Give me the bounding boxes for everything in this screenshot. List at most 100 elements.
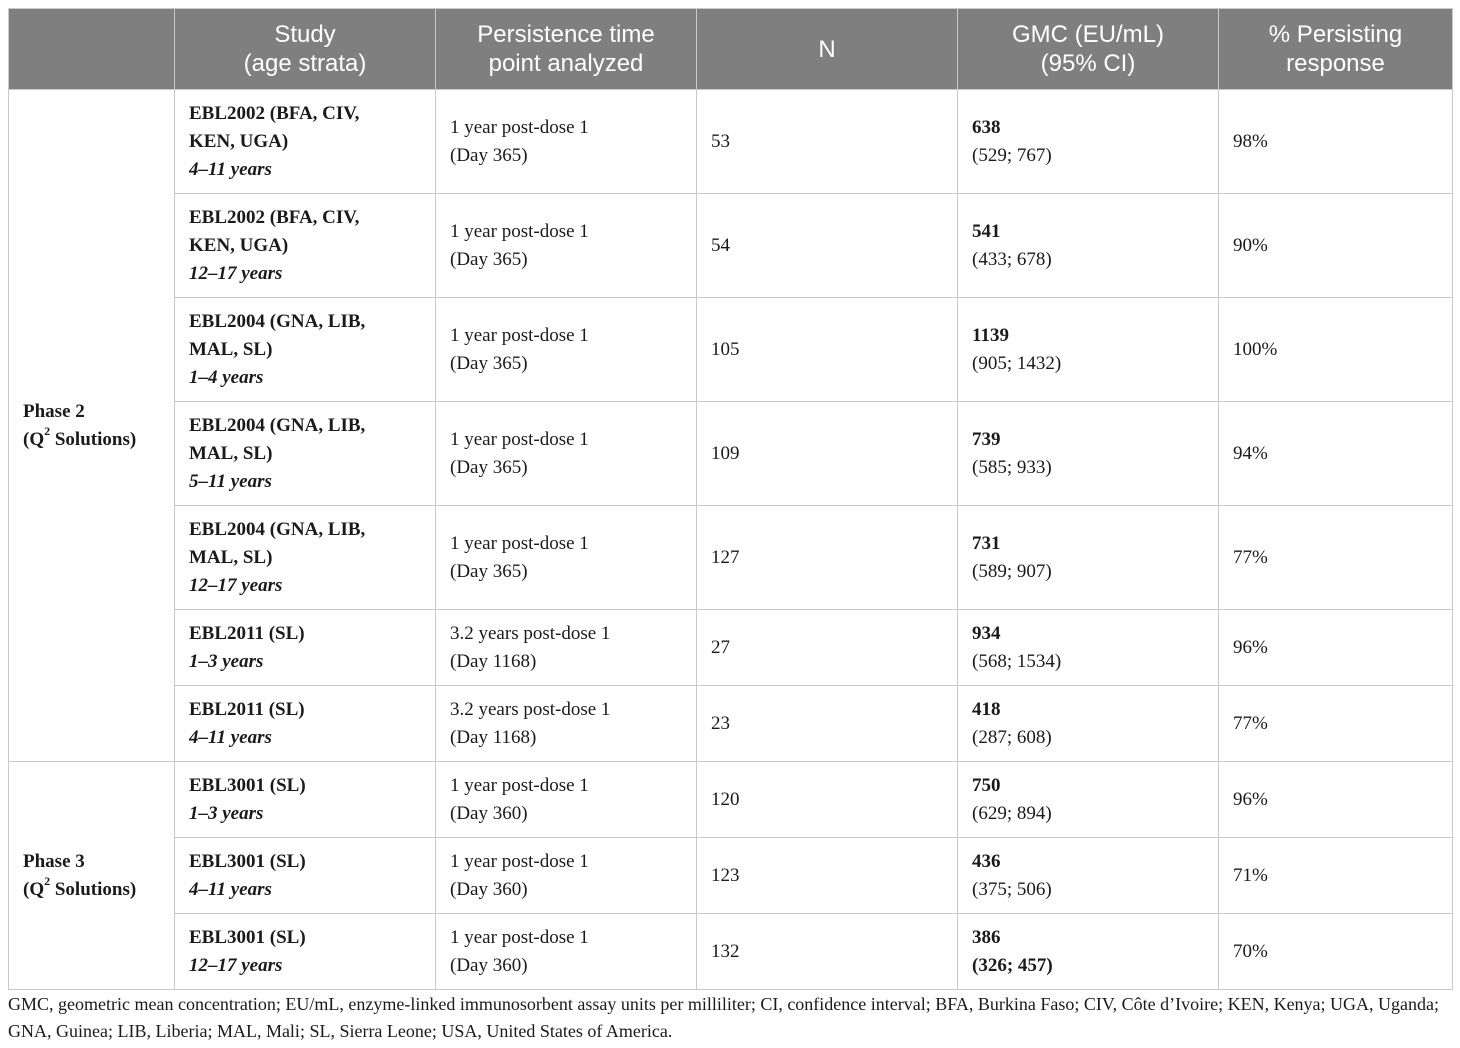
table-row: EBL2004 (GNA, LIB, MAL, SL) 1–4 years 1 ye… [9, 297, 1453, 402]
age-strata: 5–11 years [189, 470, 272, 492]
gmc-ci: (326; 457) [972, 954, 1053, 976]
header-timepoint-line2: point analyzed [488, 50, 644, 77]
table-row: EBL2011 (SL) 4–11 years 3.2 years post-do… [9, 685, 1453, 762]
phase-cell-phase2: Phase 2 (Q2 Solutions) [8, 89, 175, 762]
n-cell: 132 [696, 913, 958, 990]
timepoint-cell: 3.2 years post-dose 1 (Day 1168) [435, 685, 697, 762]
gmc-value: 638 [972, 116, 1001, 138]
phase-lab-sup: 2 [44, 424, 51, 439]
timepoint-day: (Day 365) [450, 456, 528, 478]
gmc-value: 934 [972, 622, 1001, 644]
timepoint-cell: 1 year post-dose 1 (Day 360) [435, 913, 697, 990]
gmc-value: 731 [972, 532, 1001, 554]
phase-lab-prefix: (Q [23, 878, 45, 900]
timepoint-cell: 1 year post-dose 1 (Day 365) [435, 401, 697, 506]
timepoint-cell: 1 year post-dose 1 (Day 360) [435, 837, 697, 914]
timepoint-cell: 1 year post-dose 1 (Day 365) [435, 505, 697, 610]
n-cell: 120 [696, 761, 958, 838]
age-strata: 1–3 years [189, 650, 264, 672]
header-study-line1: Study [274, 21, 336, 48]
n-cell: 27 [696, 609, 958, 686]
gmc-cell: 541 (433; 678) [957, 193, 1219, 298]
study-name: MAL, SL) [189, 338, 273, 360]
timepoint-day: (Day 365) [450, 144, 528, 166]
study-cell: EBL3001 (SL) 12–17 years [174, 913, 436, 990]
gmc-cell: 386 (326; 457) [957, 913, 1219, 990]
timepoint: 1 year post-dose 1 [450, 532, 589, 554]
timepoint: 3.2 years post-dose 1 [450, 698, 611, 720]
study-name: EBL2011 (SL) [189, 622, 305, 644]
study-name: MAL, SL) [189, 546, 273, 568]
header-persisting: % Persisting response [1218, 8, 1453, 90]
timepoint: 1 year post-dose 1 [450, 428, 589, 450]
data-table-container: Study (age strata) Persistence time poin… [8, 8, 1453, 990]
table-row: EBL2004 (GNA, LIB, MAL, SL) 12–17 years 1 … [9, 505, 1453, 610]
gmc-value: 541 [972, 220, 1001, 242]
timepoint: 1 year post-dose 1 [450, 116, 589, 138]
gmc-value: 739 [972, 428, 1001, 450]
gmc-value: 1139 [972, 324, 1009, 346]
n-cell: 54 [696, 193, 958, 298]
gmc-cell: 418 (287; 608) [957, 685, 1219, 762]
table-row: EBL3001 (SL) 4–11 years 1 year post-dose … [9, 837, 1453, 914]
gmc-ci: (905; 1432) [972, 352, 1062, 374]
gmc-value: 750 [972, 774, 1001, 796]
header-row: Study (age strata) Persistence time poin… [8, 8, 1453, 90]
study-cell: EBL2011 (SL) 4–11 years [174, 685, 436, 762]
study-cell: EBL2011 (SL) 1–3 years [174, 609, 436, 686]
study-cell: EBL3001 (SL) 1–3 years [174, 761, 436, 838]
n-cell: 127 [696, 505, 958, 610]
gmc-ci: (375; 506) [972, 878, 1052, 900]
study-name: EBL2004 (GNA, LIB, [189, 518, 366, 540]
persisting-cell: 96% [1218, 761, 1453, 838]
persisting-cell: 96% [1218, 609, 1453, 686]
n-cell: 123 [696, 837, 958, 914]
study-name: EBL3001 (SL) [189, 850, 306, 872]
study-name: MAL, SL) [189, 442, 273, 464]
timepoint-day: (Day 1168) [450, 726, 537, 748]
study-name: EBL3001 (SL) [189, 926, 306, 948]
header-timepoint-line1: Persistence time [477, 21, 655, 48]
timepoint: 1 year post-dose 1 [450, 324, 589, 346]
gmc-ci: (629; 894) [972, 802, 1052, 824]
study-name: EBL2004 (GNA, LIB, [189, 414, 366, 436]
phase-lab-prefix: (Q [23, 428, 45, 450]
age-strata: 1–3 years [189, 802, 264, 824]
persisting-cell: 71% [1218, 837, 1453, 914]
phase-cell-phase3: Phase 3 (Q2 Solutions) [8, 761, 175, 990]
phase-lab: (Q2 Solutions) [23, 424, 160, 454]
timepoint: 1 year post-dose 1 [450, 850, 589, 872]
n-cell: 53 [696, 89, 958, 194]
header-timepoint: Persistence time point analyzed [435, 8, 697, 90]
gmc-value: 436 [972, 850, 1001, 872]
study-name: EBL2004 (GNA, LIB, [189, 310, 366, 332]
persisting-cell: 90% [1218, 193, 1453, 298]
phase-label: Phase 3 [23, 850, 85, 872]
timepoint-day: (Day 365) [450, 352, 528, 374]
study-name: EBL2002 (BFA, CIV, [189, 206, 360, 228]
study-cell: EBL2004 (GNA, LIB, MAL, SL) 1–4 years [174, 297, 436, 402]
header-persisting-line1: % Persisting [1268, 21, 1403, 48]
gmc-ci: (287; 608) [972, 726, 1052, 748]
timepoint-cell: 1 year post-dose 1 (Day 360) [435, 761, 697, 838]
gmc-ci: (529; 767) [972, 144, 1052, 166]
gmc-ci: (433; 678) [972, 248, 1052, 270]
timepoint-cell: 1 year post-dose 1 (Day 365) [435, 89, 697, 194]
study-name: KEN, UGA) [189, 234, 289, 256]
timepoint-day: (Day 365) [450, 560, 528, 582]
table-footnote: GMC, geometric mean concentration; EU/mL… [8, 994, 1440, 1041]
timepoint: 3.2 years post-dose 1 [450, 622, 611, 644]
header-study: Study (age strata) [174, 8, 436, 90]
table-row: EBL2004 (GNA, LIB, MAL, SL) 5–11 years 1 y… [9, 401, 1453, 506]
study-cell: EBL2002 (BFA, CIV, KEN, UGA) 12–17 years [174, 193, 436, 298]
gmc-cell: 1139 (905; 1432) [957, 297, 1219, 402]
header-gmc-line1: GMC (EU/mL) [1012, 21, 1164, 48]
header-empty [8, 8, 175, 90]
study-cell: EBL3001 (SL) 4–11 years [174, 837, 436, 914]
phase-label: Phase 2 [23, 400, 85, 422]
timepoint-day: (Day 360) [450, 802, 528, 824]
table-row: Phase 3 (Q2 Solutions) EBL3001 (SL) 1–3 y… [8, 761, 1453, 990]
gmc-cell: 934 (568; 1534) [957, 609, 1219, 686]
table-row: EBL2011 (SL) 1–3 years 3.2 years post-dos… [9, 609, 1453, 686]
n-cell: 109 [696, 401, 958, 506]
